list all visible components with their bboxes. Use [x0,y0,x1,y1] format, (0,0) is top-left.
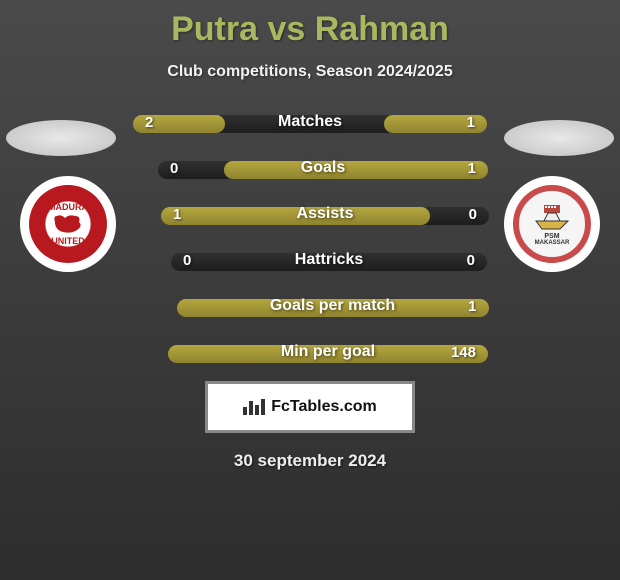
stat-row: 1 0 Assists [0,207,620,225]
stat-row: 0 1 Goals [0,161,620,179]
stat-right-value: 148 [451,344,476,361]
stat-bar-track: 148 Min per goal [168,345,488,363]
stat-bar-track: 2 1 Matches [133,115,487,133]
stat-left-value: 1 [173,206,181,223]
stat-bar-track: 0 1 Goals [158,161,488,179]
stat-left-value: 0 [183,252,191,269]
stat-row: 1 Goals per match [0,299,620,317]
stat-label: Assists [297,205,354,223]
footer-branding-box: FcTables.com [205,381,415,433]
stat-right-value: 1 [467,114,475,131]
footer-brand-text: FcTables.com [271,398,377,416]
page-subtitle: Club competitions, Season 2024/2025 [0,63,620,81]
stat-right-value: 1 [468,298,476,315]
footer-date: 30 september 2024 [0,451,620,471]
team-badge-right-text-bottom: MAKASSAR [535,240,570,246]
stat-label: Min per goal [281,343,375,361]
stat-label: Matches [278,113,342,131]
stat-row: 148 Min per goal [0,345,620,363]
stat-label: Goals per match [270,297,395,315]
stat-right-value: 0 [469,206,477,223]
stat-left-value: 0 [170,160,178,177]
stat-right-value: 0 [467,252,475,269]
stat-row: 0 0 Hattricks [0,253,620,271]
team-badge-right-text-top: PSM [544,233,559,240]
stat-bar-left-fill [161,207,430,225]
stat-row: 2 1 Matches [0,115,620,133]
stat-bar-track: 1 0 Assists [161,207,489,225]
stat-left-value: 2 [145,114,153,131]
stat-bar-right-fill [224,161,488,179]
stat-right-value: 1 [468,160,476,177]
page-title: Putra vs Rahman [0,0,620,49]
stat-label: Hattricks [295,251,363,269]
team-badge-left-text-bottom: UNITED [51,236,85,246]
fctables-logo-icon [243,399,265,415]
stat-bar-track: 1 Goals per match [177,299,489,317]
stat-label: Goals [301,159,345,177]
stat-bar-track: 0 0 Hattricks [171,253,487,271]
